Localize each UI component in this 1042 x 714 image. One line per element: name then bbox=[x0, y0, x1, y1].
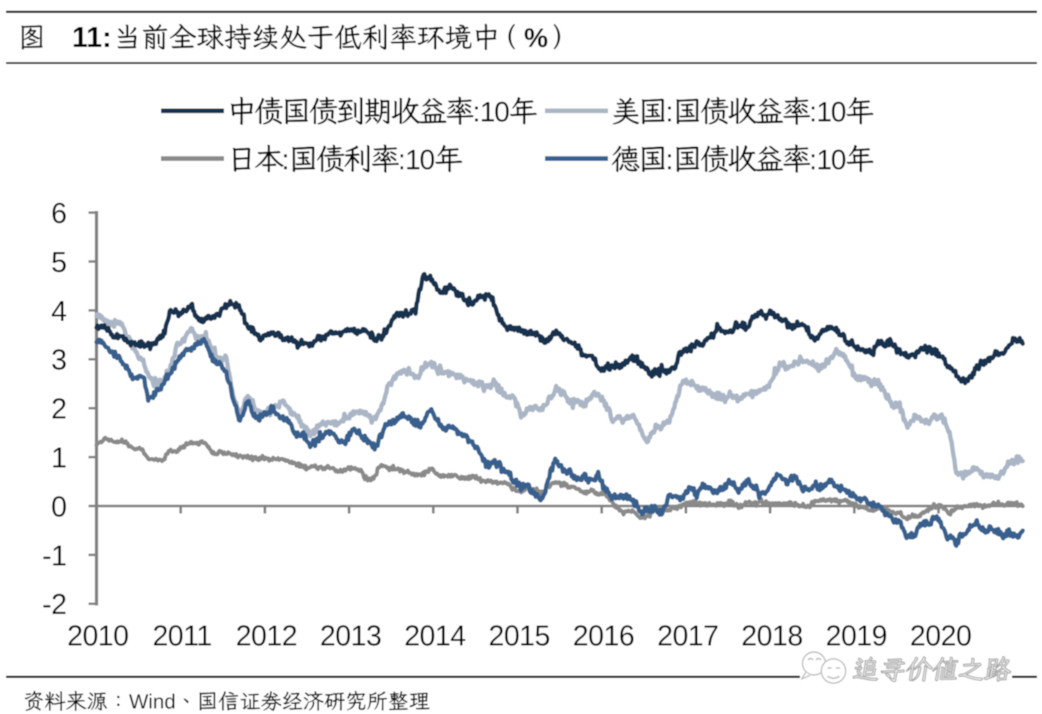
svg-text:11:: 11: bbox=[72, 22, 112, 54]
svg-text:2014: 2014 bbox=[404, 621, 466, 653]
svg-text:%: % bbox=[524, 23, 548, 53]
svg-text:2020: 2020 bbox=[910, 621, 971, 653]
svg-text:2018: 2018 bbox=[741, 621, 802, 653]
svg-text:-1: -1 bbox=[42, 540, 66, 572]
svg-text:2012: 2012 bbox=[236, 621, 297, 653]
svg-text:-2: -2 bbox=[42, 589, 66, 621]
svg-text:0: 0 bbox=[51, 491, 66, 523]
svg-text:2019: 2019 bbox=[826, 621, 887, 653]
svg-text:4: 4 bbox=[51, 296, 67, 328]
svg-text:3: 3 bbox=[51, 345, 66, 377]
svg-text:2011: 2011 bbox=[152, 621, 211, 653]
svg-text:5: 5 bbox=[51, 247, 66, 279]
svg-text:2017: 2017 bbox=[657, 621, 718, 653]
svg-text:2010: 2010 bbox=[67, 621, 128, 653]
svg-text:6: 6 bbox=[51, 198, 66, 230]
svg-text:2: 2 bbox=[51, 394, 66, 426]
svg-text:2016: 2016 bbox=[573, 621, 634, 653]
svg-text:2013: 2013 bbox=[320, 621, 381, 653]
svg-text:2015: 2015 bbox=[488, 621, 549, 653]
svg-text:1: 1 bbox=[51, 443, 66, 475]
